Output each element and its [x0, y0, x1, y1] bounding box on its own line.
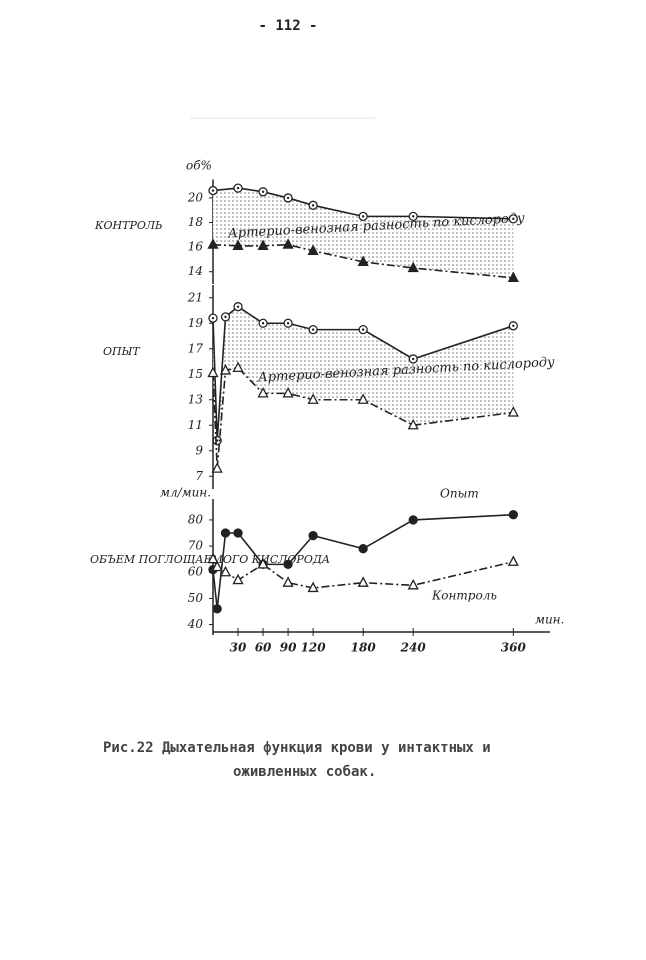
- caption-line: оживленных собак.: [233, 764, 376, 780]
- x-axis-label: мин.: [535, 613, 564, 627]
- difference-area: [213, 188, 514, 278]
- point-dot: [361, 328, 365, 331]
- point-dot: [512, 324, 515, 327]
- y-tick-label: 16: [188, 240, 204, 254]
- point: [233, 528, 243, 538]
- point-dot: [211, 189, 215, 192]
- point-dot: [512, 217, 515, 221]
- y-tick-label: 11: [188, 418, 203, 432]
- unit-label: мл/мин.: [160, 486, 211, 500]
- point-dot: [361, 215, 365, 218]
- y-tick-label: 70: [188, 539, 204, 553]
- x-tick-label: 240: [400, 641, 427, 655]
- y-tick-label: 9: [195, 443, 203, 457]
- unit-label: об%: [186, 159, 212, 173]
- y-tick-label: 19: [188, 316, 204, 330]
- point: [408, 515, 418, 525]
- point: [307, 581, 319, 593]
- x-tick-label: 30: [230, 641, 247, 655]
- point-dot: [224, 315, 227, 319]
- point: [257, 557, 269, 569]
- point: [407, 578, 419, 590]
- point-dot: [311, 204, 315, 207]
- point: [407, 418, 419, 430]
- point-dot: [261, 322, 265, 325]
- series-label: Опыт: [440, 487, 479, 501]
- point-dot: [236, 186, 240, 190]
- point: [207, 366, 219, 378]
- point: [508, 510, 518, 520]
- point: [207, 552, 219, 564]
- y-tick-label: 13: [188, 392, 204, 406]
- point: [357, 576, 369, 587]
- point: [211, 560, 223, 572]
- point: [357, 393, 369, 404]
- y-tick-label: 60: [188, 565, 204, 579]
- point: [283, 559, 293, 570]
- point-dot: [236, 305, 240, 308]
- point: [507, 555, 519, 566]
- x-tick-label: 90: [280, 641, 297, 655]
- point-dot: [286, 322, 290, 325]
- point: [407, 261, 419, 273]
- point: [358, 544, 368, 554]
- y-tick-label: 18: [188, 215, 204, 229]
- page-number: - 112 -: [258, 18, 317, 34]
- point: [232, 361, 244, 373]
- point: [232, 573, 244, 585]
- point-dot: [311, 328, 315, 331]
- series-label: Контроль: [431, 589, 497, 603]
- point-dot: [412, 357, 415, 361]
- x-tick-label: 180: [351, 641, 377, 655]
- point: [282, 238, 294, 249]
- y-tick-label: 50: [188, 591, 204, 605]
- point: [257, 239, 269, 251]
- y-tick-label: 7: [195, 469, 203, 483]
- y-tick-label: 40: [187, 617, 204, 631]
- point: [307, 393, 319, 404]
- caption-line: Рис.22 Дыхательная функция крови у интак…: [103, 740, 491, 756]
- y-axis-label: опыт: [103, 345, 141, 358]
- difference-area: [213, 306, 514, 469]
- point: [207, 238, 219, 249]
- y-tick-label: 20: [187, 190, 204, 204]
- point: [219, 565, 232, 577]
- point-dot: [261, 190, 265, 193]
- y-tick-label: 21: [187, 290, 203, 304]
- y-axis-label: контроль: [94, 219, 162, 232]
- series-line: [212, 243, 514, 279]
- point: [257, 386, 269, 398]
- point: [507, 406, 519, 417]
- y-tick-label: 14: [188, 264, 203, 278]
- point-dot: [211, 316, 215, 320]
- x-tick-label: 120: [301, 641, 327, 655]
- point: [308, 530, 318, 541]
- y-tick-label: 15: [188, 367, 203, 381]
- point: [282, 576, 294, 587]
- point-dot: [412, 215, 415, 218]
- x-tick-label: 360: [501, 641, 527, 655]
- x-tick-label: 60: [255, 641, 272, 655]
- point: [282, 386, 294, 398]
- series-line: [212, 305, 514, 441]
- series-line: [212, 367, 514, 469]
- point: [220, 528, 231, 538]
- y-tick-label: 80: [188, 512, 204, 526]
- point: [232, 239, 244, 251]
- point-dot: [286, 196, 290, 200]
- point: [507, 271, 519, 283]
- point: [307, 244, 319, 255]
- point: [212, 604, 222, 614]
- point: [357, 255, 369, 267]
- point: [219, 364, 232, 375]
- y-tick-label: 17: [188, 341, 204, 355]
- series-line: [212, 558, 514, 589]
- point: [211, 462, 223, 473]
